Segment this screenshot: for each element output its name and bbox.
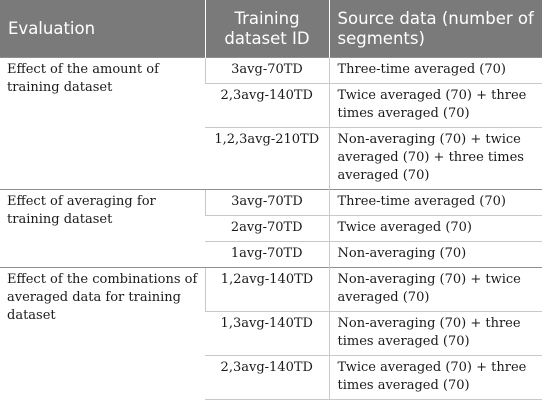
evaluation-cell: Effect of averaging for training dataset xyxy=(0,189,205,268)
table-row: 1,2,3avg-210TD Non-averaging (70) + twic… xyxy=(0,127,542,190)
source-data-cell: Non-averaging (70) + twice averaged (70) xyxy=(328,267,542,312)
source-data-cell: Non-averaging (70) + three times average… xyxy=(328,311,542,356)
source-data-cell: Three-time averaged (70) xyxy=(328,57,542,84)
table-row: 2,3avg-140TD Twice averaged (70) + three… xyxy=(0,355,542,400)
training-id-cell: 3avg-70TD xyxy=(204,189,329,216)
source-data-cell: Twice averaged (70) xyxy=(328,215,542,242)
header-evaluation: Evaluation xyxy=(0,0,205,58)
training-id-cell: 2,3avg-140TD xyxy=(205,355,329,400)
source-data-cell: Three-time averaged (70) xyxy=(328,189,542,216)
table-row: Effect of the combinations of averaged d… xyxy=(0,267,542,400)
source-data-cell: Twice averaged (70) + three times averag… xyxy=(328,83,542,128)
header-row: Evaluation Training dataset ID Source da… xyxy=(0,0,542,58)
training-id-cell: 1,2,3avg-210TD xyxy=(205,127,329,190)
training-id-cell: 1,3avg-140TD xyxy=(205,311,329,356)
table-row: 1,3avg-140TD Non-averaging (70) + three … xyxy=(0,311,542,356)
table-row: Effect of averaging for training dataset… xyxy=(0,189,542,268)
source-data-cell: Twice averaged (70) + three times averag… xyxy=(328,355,542,400)
training-id-cell: 2avg-70TD xyxy=(205,215,329,242)
header-training-dataset-id: Training dataset ID xyxy=(204,0,329,58)
evaluation-cell: Effect of the amount of training dataset xyxy=(0,57,205,190)
evaluation-cell: Effect of the combinations of averaged d… xyxy=(0,267,205,400)
training-dataset-table: Evaluation Training dataset ID Source da… xyxy=(0,0,542,400)
source-data-cell: Non-averaging (70) xyxy=(328,241,542,268)
table-row: 1avg-70TD Non-averaging (70) xyxy=(0,241,542,268)
header-source-data: Source data (number of segments) xyxy=(328,0,542,58)
training-id-cell: 2,3avg-140TD xyxy=(205,83,329,128)
table-row: 2avg-70TD Twice averaged (70) xyxy=(0,215,542,242)
table-row: 2,3avg-140TD Twice averaged (70) + three… xyxy=(0,83,542,128)
source-data-cell: Non-averaging (70) + twice averaged (70)… xyxy=(328,127,542,190)
training-id-cell: 1avg-70TD xyxy=(205,241,329,268)
training-id-cell: 3avg-70TD xyxy=(204,57,329,84)
training-id-cell: 1,2avg-140TD xyxy=(204,267,329,312)
table-row: Effect of the amount of training dataset… xyxy=(0,57,542,190)
